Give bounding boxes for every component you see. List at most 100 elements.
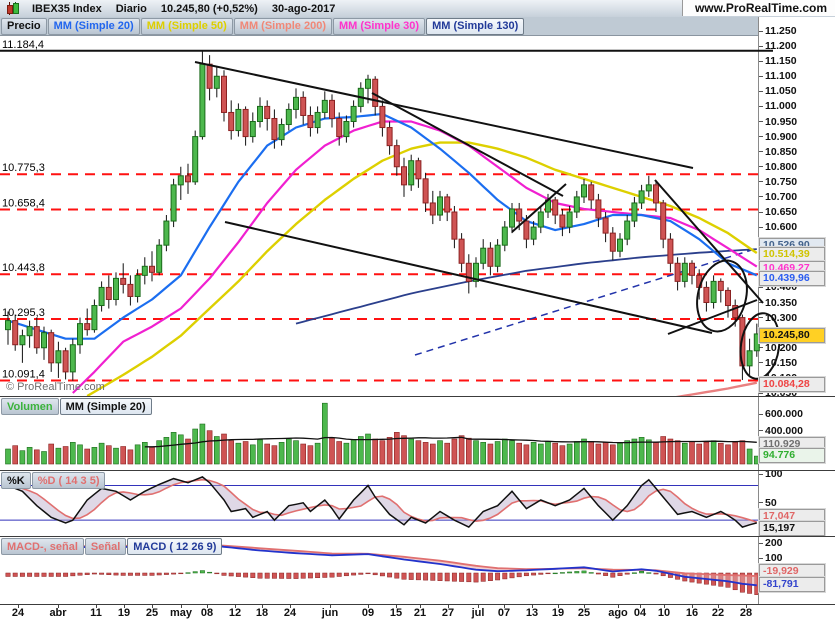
legend-volumen[interactable]: Volumen [1,398,59,415]
legend-mm20[interactable]: MM (Simple 20) [47,17,140,35]
instrument-name: IBEX35 Index [32,2,102,15]
time-axis-label: 07 [497,607,511,619]
macd-legend: MACD-, señal Señal MACD ( 12 26 9) [1,538,223,555]
timeframe-label[interactable]: Diario [115,2,147,15]
price-axis-label: 11.050 [759,85,833,97]
title-bar: IBEX35 Index Diario 10.245,80 (+0,52%) 3… [0,0,835,18]
time-axis-label: 10 [657,607,671,619]
time-axis-label: 22 [711,607,725,619]
time-axis-label: jul [471,607,485,619]
time-axis-tick [18,605,19,608]
time-axis-label: 19 [117,607,131,619]
time-axis-label: 08 [200,607,214,619]
price-pane[interactable] [0,36,835,396]
legend-macd-senal[interactable]: MACD-, señal [1,538,84,555]
price-axis-label: 10.750 [759,176,833,188]
axis-price-tag: -81,791 [759,577,825,592]
macd-axis-label: 200 [759,537,833,549]
time-axis-tick [504,605,505,608]
time-axis-tick [368,605,369,608]
time-axis-label: may [169,607,193,619]
price-axis-label: 10.950 [759,116,833,128]
time-axis-label: 15 [389,607,403,619]
time-axis-tick [664,605,665,608]
time-axis-tick [558,605,559,608]
time-axis-tick [207,605,208,608]
price-axis-label: 10.600 [759,221,833,233]
pane-divider[interactable] [0,536,835,537]
price-axis-label: 10.200 [759,342,833,354]
legend-mm200[interactable]: MM (Simple 200) [233,17,332,35]
time-axis-tick [478,605,479,608]
price-axis-label: 10.150 [759,357,833,369]
legend-precio[interactable]: Precio [1,17,47,35]
time-axis-label: 19 [551,607,565,619]
macd-axis-label: 100 [759,552,833,564]
time-axis-tick [584,605,585,608]
price-axis-label: 11.100 [759,70,833,82]
time-axis-tick [640,605,641,608]
time-axis-label: 11 [90,607,102,619]
time-axis-tick [58,605,59,608]
brand-link[interactable]: www.ProRealTime.com [681,0,835,16]
axis-price-tag: 94.776 [759,448,825,463]
legend-percent-d[interactable]: %D ( 14 3 5) [31,472,106,489]
legend-mm50[interactable]: MM (Simple 50) [140,17,233,35]
volume-legend: Volumen MM (Simple 20) [1,398,153,415]
time-axis-tick [746,605,747,608]
stochastic-legend: %K %D ( 14 3 5) [1,472,106,489]
price-axis-label: 11.150 [759,55,833,67]
time-axis-tick [152,605,153,608]
time-axis-label: 12 [228,607,242,619]
price-axis-label: 10.300 [759,312,833,324]
legend-percent-k[interactable]: %K [1,472,31,489]
axis-price-tag: 17,047 [759,509,825,524]
price-axis-label: 10.900 [759,131,833,143]
time-axis-tick [532,605,533,608]
pane-divider[interactable] [0,396,835,397]
price-axis-column[interactable] [758,17,835,604]
time-axis-label: ago [608,607,628,619]
time-axis-label: jun [321,607,339,619]
time-axis-tick [235,605,236,608]
volume-axis-label: 600.000 [759,408,833,420]
time-axis-label: 24 [11,607,25,619]
price-axis-label: 10.850 [759,146,833,158]
axis-price-tag: 10.439,96 [759,271,825,287]
price-axis-label: 11.200 [759,40,833,52]
time-axis-tick [96,605,97,608]
time-axis-tick [181,605,182,608]
stoch-axis-label: 100 [759,468,833,480]
time-axis-tick [718,605,719,608]
time-axis[interactable]: 24 abr 11 19 25 may 08 12 18 24 jun 09 15 21 27 jul 07 13… [0,605,835,620]
time-axis-label: 27 [441,607,455,619]
session-date: 30-ago-2017 [271,2,336,15]
time-axis-tick [396,605,397,608]
price-axis-label: 10.350 [759,297,833,309]
axis-price-tag: 15,197 [759,521,825,536]
time-axis-label: 24 [283,607,297,619]
legend-macd-setting[interactable]: MACD ( 12 26 9) [127,538,223,555]
pane-divider[interactable] [0,470,835,471]
time-axis-tick [124,605,125,608]
price-axis-label: 10.700 [759,191,833,203]
legend-mm130[interactable]: MM (Simple 130) [426,17,525,35]
time-axis-label: 18 [255,607,269,619]
time-axis-label: 09 [361,607,375,619]
time-axis-label: 25 [577,607,591,619]
time-axis-tick [290,605,291,608]
time-axis-tick [448,605,449,608]
time-axis-tick [420,605,421,608]
legend-volume-mm20[interactable]: MM (Simple 20) [59,398,152,415]
price-axis-label: 10.800 [759,161,833,173]
stoch-axis-label: 50 [759,497,833,509]
pane-divider[interactable] [0,604,835,605]
candlestick-icon [6,2,19,15]
legend-senal[interactable]: Señal [84,538,127,555]
price-legend: Precio MM (Simple 20) MM (Simple 50) MM … [0,17,758,36]
time-axis-label: 28 [739,607,753,619]
stochastic-pane[interactable] [0,471,835,536]
legend-mm30[interactable]: MM (Simple 30) [332,17,426,35]
time-axis-label: 16 [685,607,699,619]
axis-price-tag: 10.084,28 [759,376,825,392]
